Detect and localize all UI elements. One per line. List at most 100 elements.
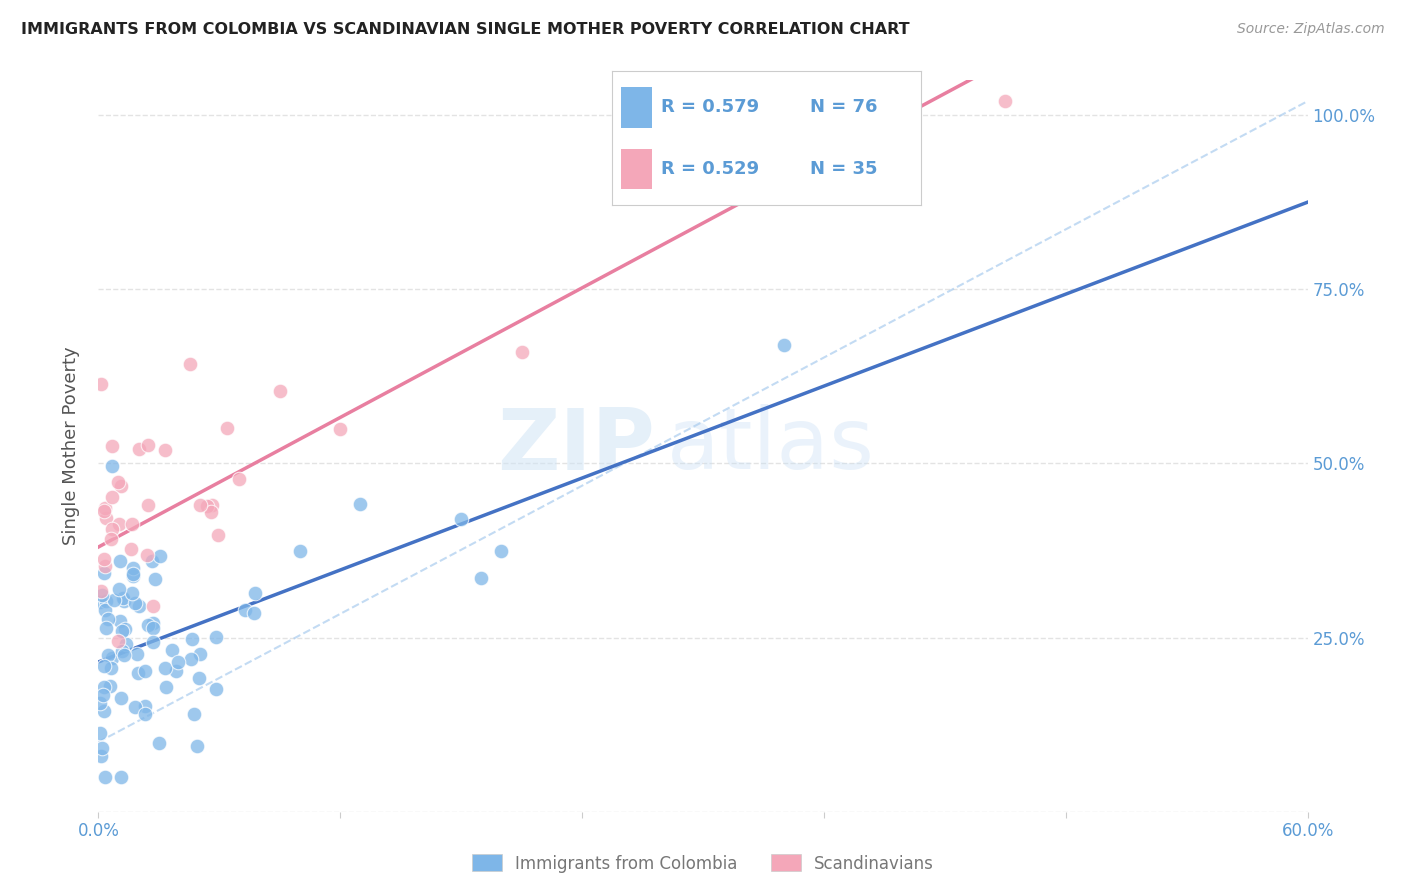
Point — [94, 621, 117, 635]
Point — [101, 522, 124, 536]
Point — [90, 376, 112, 391]
Point — [183, 706, 205, 721]
Point — [93, 603, 115, 617]
Point — [110, 770, 132, 784]
Point — [93, 504, 115, 518]
Point — [89, 696, 111, 710]
Point — [994, 94, 1017, 108]
Point — [205, 630, 228, 644]
Point — [96, 594, 118, 608]
Point — [136, 438, 159, 452]
Point — [93, 659, 115, 673]
Text: IMMIGRANTS FROM COLOMBIA VS SCANDINAVIAN SINGLE MOTHER POVERTY CORRELATION CHART: IMMIGRANTS FROM COLOMBIA VS SCANDINAVIAN… — [21, 22, 910, 37]
Point — [145, 573, 167, 587]
Point — [134, 664, 156, 678]
Point — [188, 648, 211, 662]
Point — [470, 571, 492, 585]
Point — [197, 500, 219, 514]
Point — [233, 603, 256, 617]
Point — [772, 337, 794, 351]
Point — [112, 593, 135, 607]
Point — [510, 345, 533, 359]
Point — [90, 584, 112, 599]
Point — [179, 357, 201, 371]
Point — [180, 652, 202, 666]
Point — [201, 498, 224, 512]
Point — [148, 736, 170, 750]
Point — [142, 634, 165, 648]
Point — [89, 595, 111, 609]
Text: atlas: atlas — [666, 404, 875, 488]
Text: N = 76: N = 76 — [810, 98, 877, 117]
Point — [89, 725, 111, 739]
Point — [90, 741, 112, 756]
Point — [134, 706, 156, 721]
Point — [155, 661, 177, 675]
Point — [128, 442, 150, 457]
Point — [142, 621, 165, 635]
Point — [142, 599, 165, 614]
Point — [94, 511, 117, 525]
Point — [186, 739, 208, 753]
Point — [100, 661, 122, 675]
Y-axis label: Single Mother Poverty: Single Mother Poverty — [62, 347, 80, 545]
Point — [107, 582, 129, 596]
Point — [204, 682, 226, 697]
Point — [188, 672, 211, 686]
Text: R = 0.579: R = 0.579 — [661, 98, 759, 117]
Point — [98, 679, 121, 693]
Point — [94, 500, 117, 515]
Point — [91, 688, 114, 702]
Point — [110, 478, 132, 492]
Point — [124, 596, 146, 610]
Point — [100, 651, 122, 665]
Point — [110, 554, 132, 568]
Point — [149, 549, 172, 563]
Point — [181, 632, 204, 646]
Point — [120, 541, 142, 556]
Point — [122, 561, 145, 575]
Point — [111, 591, 134, 606]
Point — [450, 511, 472, 525]
Text: ZIP: ZIP — [496, 404, 655, 488]
Point — [90, 589, 112, 603]
Point — [107, 475, 129, 489]
Text: Source: ZipAtlas.com: Source: ZipAtlas.com — [1237, 22, 1385, 37]
Point — [165, 664, 187, 678]
Point — [103, 593, 125, 607]
Point — [228, 472, 250, 486]
Point — [122, 569, 145, 583]
Point — [200, 505, 222, 519]
Text: R = 0.529: R = 0.529 — [661, 160, 759, 178]
Point — [155, 680, 177, 694]
Point — [167, 655, 190, 669]
Bar — [621, 149, 652, 189]
Point — [107, 634, 129, 648]
Point — [162, 643, 184, 657]
Point — [136, 618, 159, 632]
Point — [124, 700, 146, 714]
Point — [215, 421, 238, 435]
Point — [188, 498, 211, 512]
Point — [110, 690, 132, 705]
Point — [97, 648, 120, 663]
Point — [349, 498, 371, 512]
Point — [93, 704, 115, 718]
Point — [288, 544, 311, 558]
Point — [94, 770, 117, 784]
Point — [112, 648, 135, 662]
Point — [136, 498, 159, 512]
Point — [141, 554, 163, 568]
Point — [134, 699, 156, 714]
Text: N = 35: N = 35 — [810, 160, 877, 178]
Point — [90, 749, 112, 764]
Point — [142, 615, 165, 630]
Point — [269, 384, 291, 398]
Point — [121, 516, 143, 531]
Point — [207, 528, 229, 542]
Point — [136, 548, 159, 562]
Point — [125, 648, 148, 662]
Point — [111, 644, 134, 658]
Point — [329, 422, 352, 436]
Point — [93, 552, 115, 566]
